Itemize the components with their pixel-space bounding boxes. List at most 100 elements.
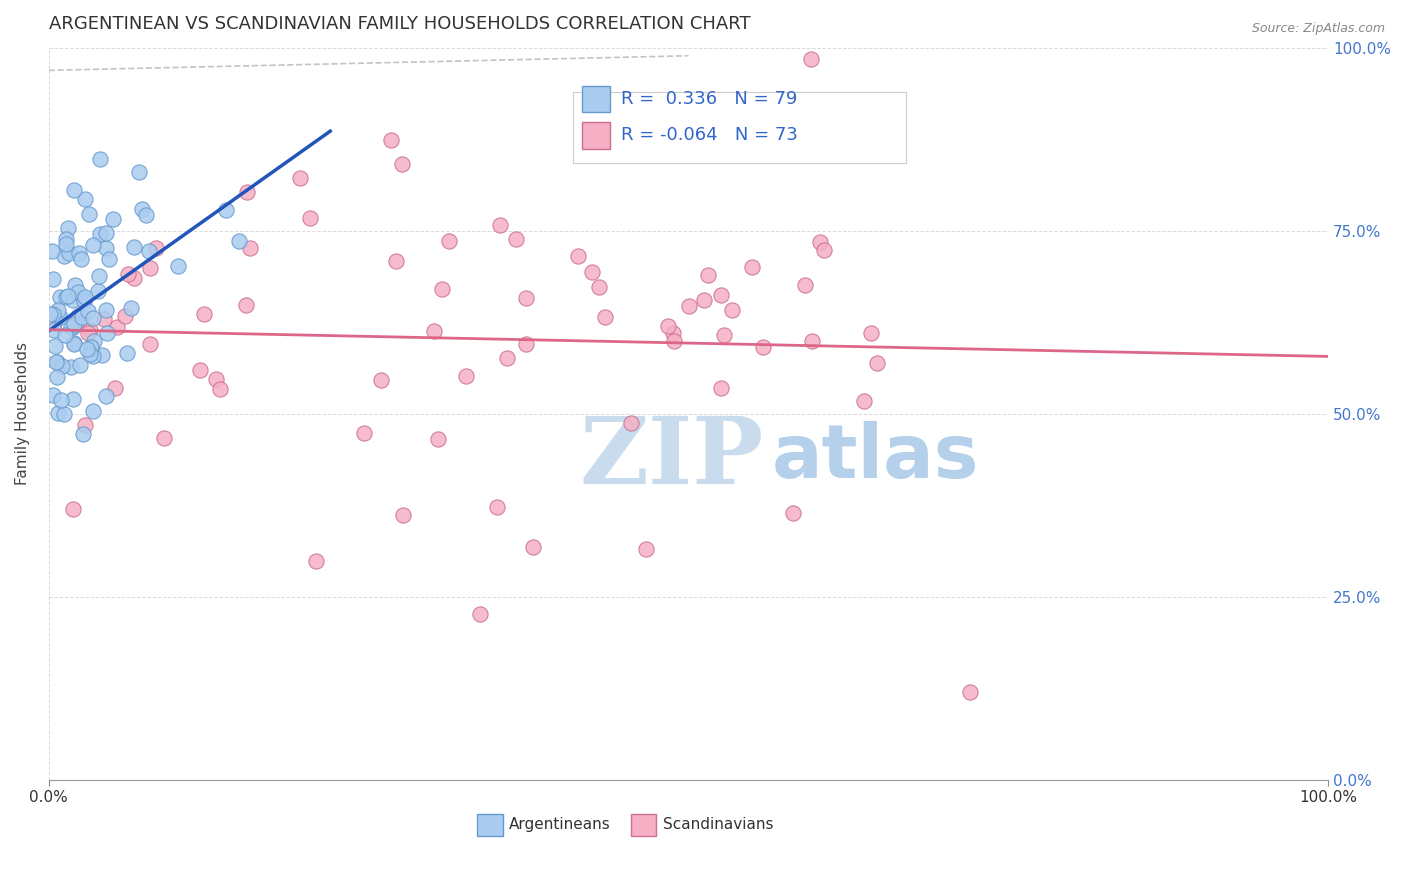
Text: ZIP: ZIP bbox=[579, 413, 763, 503]
Point bbox=[77, 304, 100, 318]
Point bbox=[710, 381, 733, 395]
Point bbox=[423, 324, 446, 338]
Point bbox=[145, 241, 167, 255]
Text: Argentineans: Argentineans bbox=[509, 817, 612, 832]
Point bbox=[44, 313, 66, 327]
Point bbox=[662, 334, 685, 348]
Point bbox=[215, 203, 238, 218]
Point bbox=[60, 359, 83, 374]
Point bbox=[73, 192, 96, 206]
Point bbox=[96, 389, 118, 403]
Point bbox=[67, 309, 90, 323]
Point bbox=[89, 227, 111, 241]
Point bbox=[205, 372, 228, 386]
Point bbox=[800, 53, 823, 67]
Point bbox=[384, 253, 406, 268]
Point bbox=[73, 418, 96, 433]
Point bbox=[97, 252, 120, 266]
Point bbox=[135, 208, 157, 222]
Point bbox=[801, 334, 824, 349]
Point bbox=[52, 249, 75, 263]
Point bbox=[96, 326, 118, 340]
Point bbox=[82, 310, 104, 325]
Y-axis label: Family Households: Family Households bbox=[15, 343, 30, 485]
Point bbox=[489, 218, 512, 232]
Text: R = -0.064   N = 73: R = -0.064 N = 73 bbox=[620, 127, 797, 145]
Point bbox=[593, 310, 616, 324]
Point bbox=[752, 340, 775, 354]
Point bbox=[80, 340, 103, 354]
Point bbox=[353, 425, 375, 440]
Point bbox=[298, 211, 321, 225]
Point bbox=[236, 186, 259, 200]
Point bbox=[139, 337, 162, 351]
Point bbox=[51, 392, 73, 407]
Point bbox=[392, 508, 415, 522]
Point bbox=[103, 381, 125, 395]
Point bbox=[128, 165, 150, 179]
Text: atlas: atlas bbox=[772, 421, 979, 494]
Point bbox=[79, 346, 101, 360]
Point bbox=[77, 326, 100, 340]
Point bbox=[741, 260, 763, 274]
Point bbox=[808, 235, 831, 249]
Point bbox=[139, 260, 162, 275]
Point bbox=[69, 252, 91, 267]
Point bbox=[39, 307, 62, 321]
Point bbox=[60, 320, 83, 334]
Point bbox=[288, 170, 311, 185]
Point bbox=[72, 426, 94, 441]
Point bbox=[305, 554, 328, 568]
Text: R =  0.336   N = 79: R = 0.336 N = 79 bbox=[620, 90, 797, 108]
Text: Source: ZipAtlas.com: Source: ZipAtlas.com bbox=[1251, 22, 1385, 36]
Point bbox=[73, 293, 96, 308]
Point bbox=[45, 355, 67, 369]
Point bbox=[62, 502, 84, 516]
Point bbox=[48, 303, 70, 318]
Point bbox=[89, 152, 111, 166]
Point bbox=[709, 288, 731, 302]
Bar bbox=[478, 814, 503, 836]
Point bbox=[114, 310, 136, 324]
Point bbox=[959, 685, 981, 699]
Point bbox=[430, 282, 453, 296]
Point bbox=[391, 157, 413, 171]
Point bbox=[103, 212, 125, 227]
Point bbox=[62, 319, 84, 334]
Point bbox=[370, 373, 392, 387]
Point bbox=[426, 432, 449, 446]
Point bbox=[80, 341, 103, 355]
Point bbox=[62, 317, 84, 331]
Point bbox=[713, 328, 735, 343]
Point bbox=[209, 382, 232, 396]
Point bbox=[105, 320, 128, 334]
Point bbox=[49, 290, 72, 304]
Point bbox=[83, 334, 105, 348]
Point bbox=[794, 278, 817, 293]
Point bbox=[782, 506, 804, 520]
Point bbox=[228, 234, 250, 248]
Bar bbox=[631, 814, 657, 836]
Point bbox=[515, 337, 537, 351]
Point bbox=[588, 280, 610, 294]
Point bbox=[94, 241, 117, 255]
Point bbox=[45, 370, 67, 384]
Point bbox=[93, 311, 115, 326]
Point bbox=[63, 335, 86, 350]
Point bbox=[87, 284, 110, 298]
Point bbox=[505, 231, 527, 245]
Point bbox=[76, 342, 98, 356]
Point bbox=[56, 221, 79, 235]
Bar bbox=[582, 122, 610, 149]
Point bbox=[188, 363, 211, 377]
Point bbox=[41, 272, 63, 286]
Point bbox=[193, 307, 215, 321]
Point bbox=[239, 241, 262, 255]
Point bbox=[46, 355, 69, 369]
Point bbox=[63, 337, 86, 351]
Point bbox=[53, 328, 76, 343]
Point bbox=[860, 326, 883, 340]
Point bbox=[55, 232, 77, 246]
Point bbox=[235, 298, 257, 312]
Point bbox=[91, 347, 114, 361]
